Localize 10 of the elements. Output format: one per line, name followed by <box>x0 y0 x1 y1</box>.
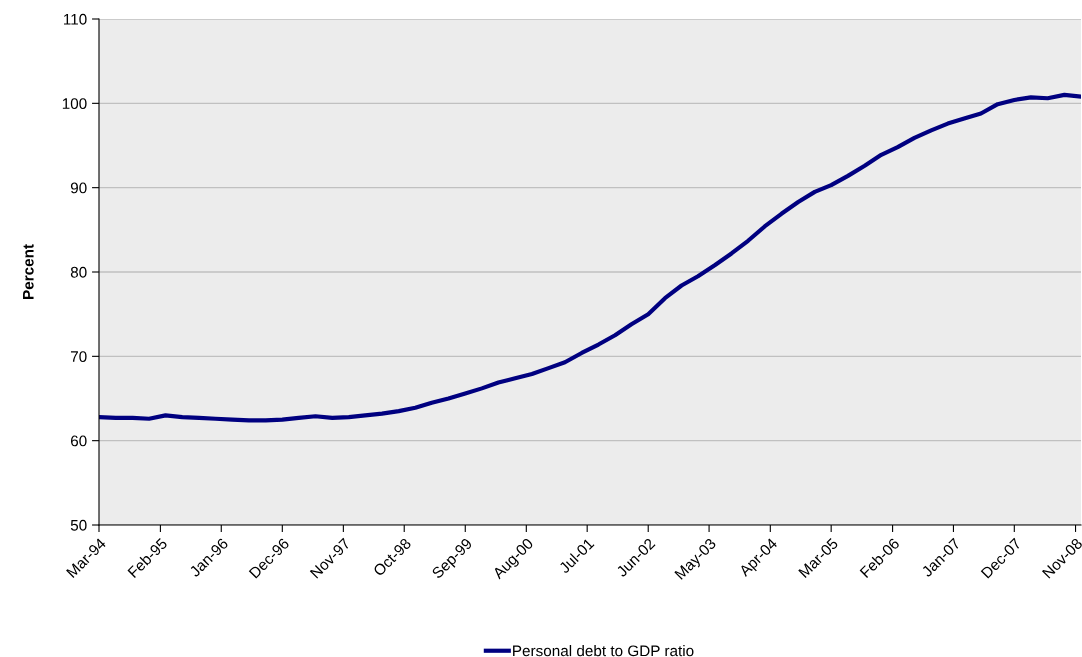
y-tick-label: 60 <box>70 435 87 447</box>
y-tick-label: 100 <box>62 98 87 110</box>
legend-label: Personal debt to GDP ratio <box>513 645 694 657</box>
y-tick-label: 70 <box>70 351 87 363</box>
y-tick-label: 110 <box>64 13 87 25</box>
y-tick-label: 80 <box>70 266 87 278</box>
y-tick-label: 50 <box>70 519 87 531</box>
y-tick-label: 90 <box>70 182 87 194</box>
y-axis-title: Percent <box>23 244 34 299</box>
line-series <box>99 92 1081 423</box>
